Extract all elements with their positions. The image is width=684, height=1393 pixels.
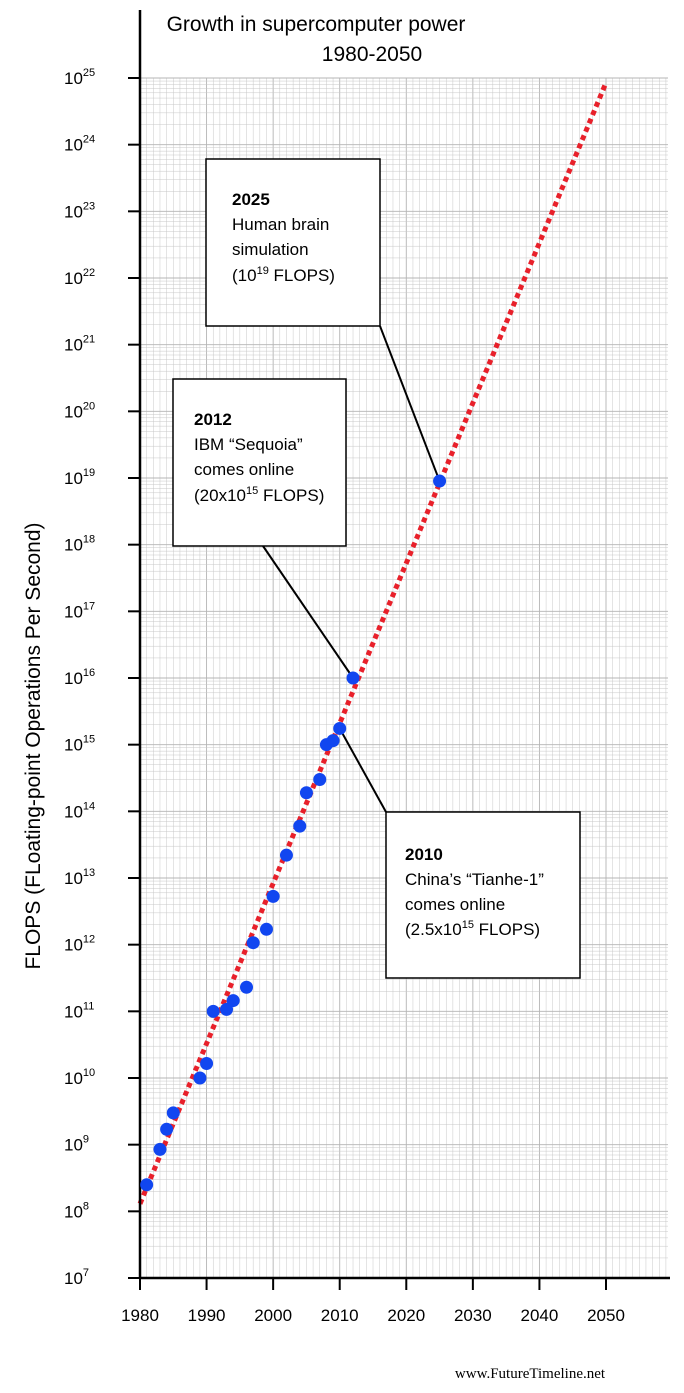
y-tick-label: 107 xyxy=(64,1267,89,1288)
y-ticks: 1025 1024 1023 1022 1021 1020 1019 1018 1017 1016… xyxy=(64,67,140,1288)
data-point xyxy=(153,1142,167,1156)
annotation-2012-flops-post: FLOPS) xyxy=(258,486,324,505)
x-ticks: 1980 1990 2000 2010 2020 2030 2040 2050 xyxy=(121,1278,625,1325)
y-tick-label: 1015 xyxy=(64,734,95,755)
annotation-2025-line1: Human brain xyxy=(232,215,329,234)
chart-title: Growth in supercomputer power xyxy=(167,13,466,36)
data-point xyxy=(206,1004,220,1018)
data-point xyxy=(226,994,240,1008)
annotation-2025-line2: simulation xyxy=(232,240,309,259)
y-tick-label: 1022 xyxy=(64,267,95,288)
annotation-2012-flops: (20x1015 FLOPS) xyxy=(194,485,324,505)
data-point xyxy=(433,474,447,488)
data-point xyxy=(299,786,313,800)
x-tick-label: 1980 xyxy=(121,1306,159,1325)
y-tick-label: 1019 xyxy=(64,467,95,488)
trend-line-group xyxy=(137,81,609,1205)
y-tick-label: 1021 xyxy=(64,334,95,355)
annotation-2025-connector xyxy=(379,325,441,482)
y-tick-label: 1010 xyxy=(64,1067,95,1088)
annotation-2012: 2012 IBM “Sequoia” comes online (20x1015… xyxy=(172,378,347,547)
data-point xyxy=(160,1122,174,1136)
data-point xyxy=(266,889,280,903)
data-point xyxy=(346,671,360,685)
annotation-2025-flops-pre: (10 xyxy=(232,266,257,285)
annotation-2010-connector xyxy=(338,727,387,813)
data-point xyxy=(140,1178,154,1192)
annotation-2012-flops-sup: 15 xyxy=(246,485,258,497)
annotation-2010-flops-post: FLOPS) xyxy=(474,920,540,939)
data-point xyxy=(193,1071,207,1085)
data-point xyxy=(220,1002,234,1016)
annotation-2010-year: 2010 xyxy=(405,845,443,864)
data-point xyxy=(240,980,254,994)
annotation-2012-box xyxy=(172,378,347,547)
x-tick-label: 2000 xyxy=(254,1306,292,1325)
annotation-2010-flops: (2.5x1015 FLOPS) xyxy=(405,919,540,939)
data-point xyxy=(293,819,307,833)
annotation-2010-flops-pre: (2.5x10 xyxy=(405,920,462,939)
y-tick-label: 109 xyxy=(64,1134,89,1155)
y-tick-label: 1014 xyxy=(64,800,95,821)
x-tick-label: 1990 xyxy=(188,1306,226,1325)
data-point xyxy=(313,773,327,787)
y-tick-label: 1025 xyxy=(64,67,95,88)
annotation-2025-year: 2025 xyxy=(232,190,270,209)
x-tick-label: 2010 xyxy=(321,1306,359,1325)
y-tick-label: 1024 xyxy=(64,134,95,155)
data-point xyxy=(279,848,293,862)
y-tick-label: 1018 xyxy=(64,534,95,555)
annotation-2010-line2: comes online xyxy=(405,895,505,914)
x-tick-label: 2020 xyxy=(387,1306,425,1325)
trend-line xyxy=(137,81,609,1205)
credit-text: www.FutureTimeline.net xyxy=(455,1366,606,1382)
annotation-2010-line1: China’s “Tianhe-1” xyxy=(405,870,544,889)
x-tick-label: 2030 xyxy=(454,1306,492,1325)
y-tick-label: 1020 xyxy=(64,400,95,421)
y-tick-label: 108 xyxy=(64,1200,89,1221)
x-tick-label: 2050 xyxy=(587,1306,625,1325)
y-tick-label: 1016 xyxy=(64,667,95,688)
data-point xyxy=(200,1057,214,1071)
annotation-2025-flops-post: FLOPS) xyxy=(269,266,335,285)
y-tick-label: 1013 xyxy=(64,867,95,888)
y-tick-label: 1017 xyxy=(64,600,95,621)
annotation-2025-flops-sup: 19 xyxy=(257,265,269,277)
annotation-2025: 2025 Human brain simulation (1019 FLOPS) xyxy=(205,158,381,327)
annotation-2012-flops-pre: (20x10 xyxy=(194,486,246,505)
y-tick-label: 1023 xyxy=(64,200,95,221)
x-tick-label: 2040 xyxy=(521,1306,559,1325)
data-points xyxy=(140,474,447,1192)
y-tick-label: 1011 xyxy=(64,1000,94,1021)
data-point xyxy=(166,1106,180,1120)
data-point xyxy=(333,721,347,735)
annotation-connectors xyxy=(262,325,441,813)
y-axis-label: FLOPS (FLoating-point Operations Per Sec… xyxy=(22,522,45,969)
annotation-2012-year: 2012 xyxy=(194,410,232,429)
annotation-2010-flops-sup: 15 xyxy=(462,919,474,931)
data-point xyxy=(326,734,340,748)
annotation-2010-box xyxy=(385,811,581,979)
y-tick-label: 1012 xyxy=(64,934,95,955)
annotation-2025-box xyxy=(205,158,381,327)
data-point xyxy=(246,936,260,950)
annotation-2010: 2010 China’s “Tianhe-1” comes online (2.… xyxy=(385,811,581,979)
annotation-2012-connector xyxy=(262,545,354,679)
annotation-2012-line1: IBM “Sequoia” xyxy=(194,435,303,454)
data-point xyxy=(259,922,273,936)
chart-subtitle: 1980-2050 xyxy=(322,43,422,66)
annotation-2025-flops: (1019 FLOPS) xyxy=(232,265,335,285)
annotation-2012-line2: comes online xyxy=(194,460,294,479)
